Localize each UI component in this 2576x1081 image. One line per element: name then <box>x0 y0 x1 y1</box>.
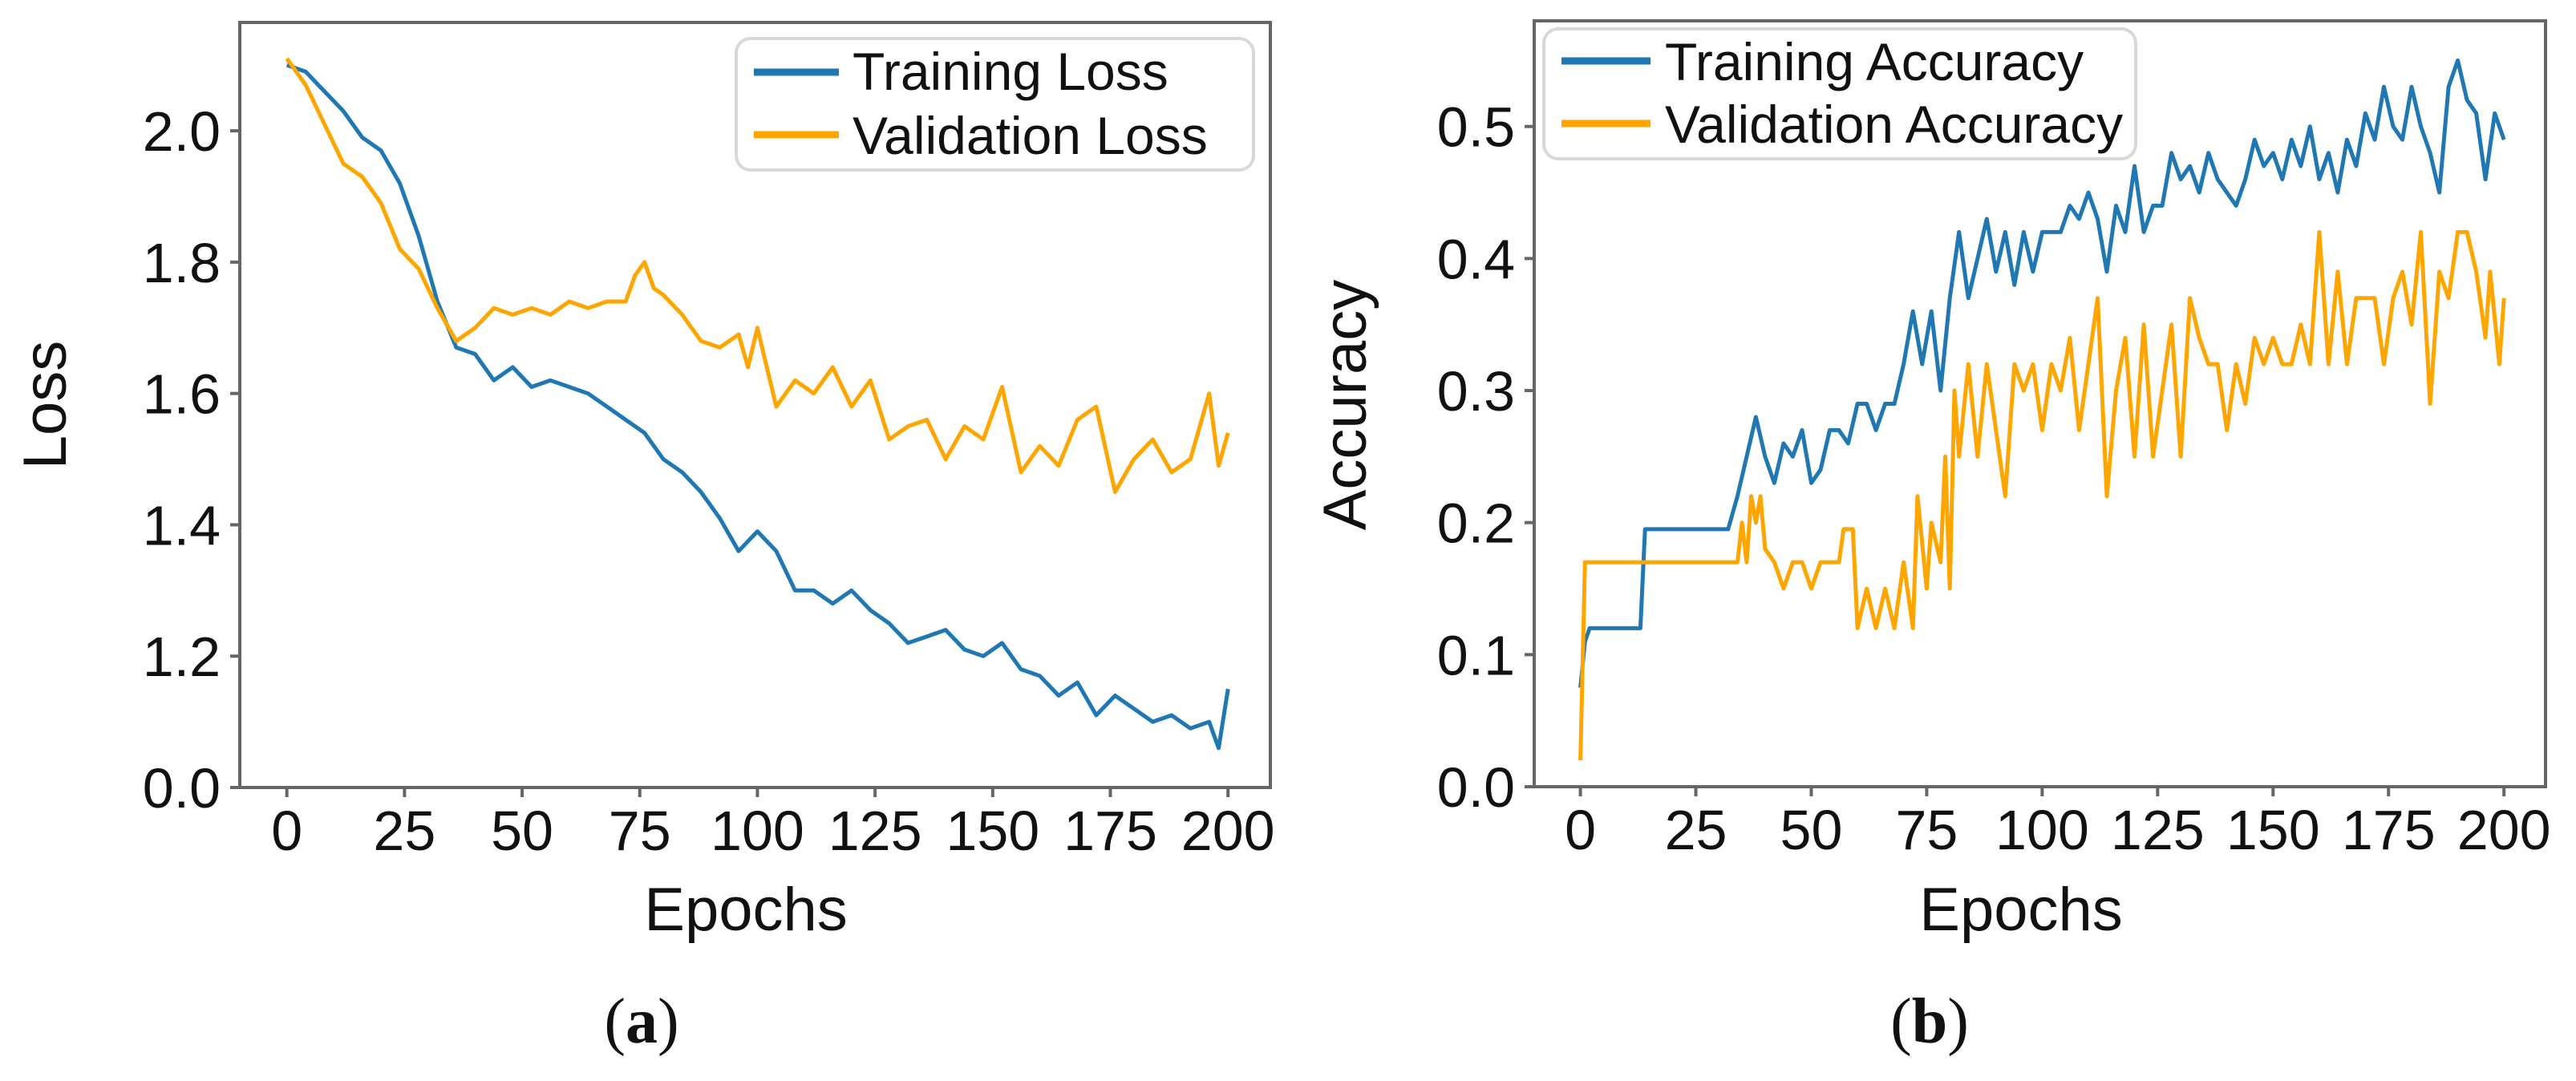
x-tick-label: 175 <box>1063 800 1157 862</box>
x-tick-label: 125 <box>2111 799 2205 861</box>
legend-label-validation-accuracy: Validation Accuracy <box>1665 95 2123 154</box>
accuracy-legend: Training Accuracy Validation Accuracy <box>1542 27 2137 160</box>
loss-y-axis-label: Loss <box>11 341 79 470</box>
y-tick-label: 2.0 <box>143 100 221 163</box>
accuracy-series-validation-accuracy <box>1578 229 2506 761</box>
x-tick-label: 200 <box>2457 799 2551 861</box>
loss-series-validation-loss <box>285 57 1230 494</box>
x-tick-label: 50 <box>1780 799 1843 861</box>
legend-label-training-loss: Training Loss <box>853 42 1169 101</box>
accuracy-series-training-accuracy <box>1578 58 2506 688</box>
x-tick-label: 50 <box>491 800 553 862</box>
y-tick-label: 1.4 <box>143 494 221 557</box>
x-tick-label: 100 <box>1995 799 2089 861</box>
y-tick-label: 0.3 <box>1437 360 1515 423</box>
x-tick-label: 175 <box>2342 799 2436 861</box>
x-tick-label: 200 <box>1181 800 1275 862</box>
x-tick-label: 75 <box>1895 799 1958 861</box>
x-tick-label: 25 <box>373 800 435 862</box>
x-tick-label: 150 <box>946 800 1039 862</box>
loss-legend: Training Loss Validation Loss <box>735 37 1255 172</box>
y-tick-label: 0.1 <box>1437 624 1515 686</box>
legend-label-training-accuracy: Training Accuracy <box>1665 32 2084 91</box>
x-tick-label: 125 <box>828 800 922 862</box>
loss-chart-panel: 0 25 50 75 100 125 150 175 200 0.0 1.2 1.4 1.6 1.8 2.0… <box>11 21 1275 1057</box>
y-tick-label: 1.2 <box>143 626 221 688</box>
x-tick-label: 0 <box>271 800 302 862</box>
legend-frame <box>735 37 1255 172</box>
accuracy-y-axis-label: Accuracy <box>1311 280 1379 531</box>
accuracy-chart-panel: 0 25 50 75 100 125 150 175 200 0.0 0.1 0.2 0.3 0.4 0.5… <box>1311 19 2551 1057</box>
y-tick-label: 0.2 <box>1437 492 1515 555</box>
accuracy-plot-frame <box>1533 19 2547 788</box>
loss-x-axis-label: Epochs <box>644 876 848 944</box>
x-tick-label: 25 <box>1665 799 1727 861</box>
loss-ticks: 0 25 50 75 100 125 150 175 200 0.0 1.2 1.4 1.6 1.8 2.0 <box>143 100 1275 862</box>
legend-frame <box>1542 27 2137 160</box>
y-tick-label: 1.6 <box>143 363 221 426</box>
legend-label-validation-loss: Validation Loss <box>853 106 1208 165</box>
caption-a: (a) <box>604 986 678 1057</box>
loss-plot-frame <box>238 21 1272 789</box>
x-tick-label: 150 <box>2226 799 2320 861</box>
caption-b: (b) <box>1890 986 1969 1057</box>
loss-series-layer <box>285 57 1230 751</box>
y-tick-label: 0.0 <box>1437 756 1515 819</box>
accuracy-x-axis-label: Epochs <box>1919 876 2123 944</box>
y-tick-label: 0.0 <box>143 757 221 820</box>
y-tick-label: 0.5 <box>1437 96 1515 159</box>
y-tick-label: 1.8 <box>143 232 221 294</box>
x-tick-label: 0 <box>1565 799 1596 861</box>
accuracy-series-layer <box>1578 58 2506 761</box>
x-tick-label: 75 <box>609 800 671 862</box>
y-tick-label: 0.4 <box>1437 228 1515 290</box>
accuracy-ticks: 0 25 50 75 100 125 150 175 200 0.0 0.1 0.2 0.3 0.4 0.5 <box>1437 96 2551 861</box>
x-tick-label: 100 <box>711 800 804 862</box>
